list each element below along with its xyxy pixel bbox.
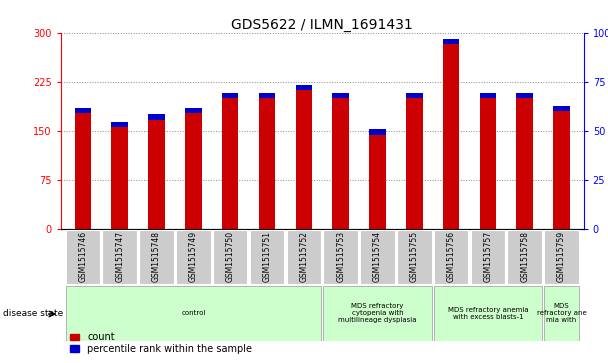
FancyBboxPatch shape (66, 230, 100, 284)
Bar (75, 108, 91, 229)
Text: GSM1515752: GSM1515752 (299, 231, 308, 282)
Bar (480, 93, 496, 229)
Bar (111, 122, 128, 127)
Text: disease state: disease state (3, 310, 63, 318)
Text: GSM1515748: GSM1515748 (152, 231, 161, 282)
Bar (259, 93, 275, 229)
Bar (516, 93, 533, 229)
Text: control: control (181, 310, 206, 316)
Bar (553, 106, 570, 111)
Text: GSM1515759: GSM1515759 (557, 231, 566, 282)
FancyBboxPatch shape (250, 230, 285, 284)
FancyBboxPatch shape (471, 230, 505, 284)
Text: GSM1515749: GSM1515749 (189, 231, 198, 282)
FancyBboxPatch shape (397, 230, 432, 284)
Bar (406, 93, 423, 229)
Text: GSM1515750: GSM1515750 (226, 231, 235, 282)
FancyBboxPatch shape (286, 230, 321, 284)
Text: GSM1515756: GSM1515756 (447, 231, 455, 282)
Bar (406, 93, 423, 98)
FancyBboxPatch shape (323, 230, 358, 284)
Bar (333, 93, 349, 98)
Legend: count, percentile rank within the sample: count, percentile rank within the sample (66, 329, 256, 358)
Bar (185, 108, 202, 113)
FancyBboxPatch shape (434, 230, 468, 284)
Bar (369, 129, 385, 229)
FancyBboxPatch shape (213, 230, 247, 284)
Bar (185, 108, 202, 229)
FancyBboxPatch shape (139, 230, 174, 284)
Bar (148, 114, 165, 119)
Text: GSM1515754: GSM1515754 (373, 231, 382, 282)
FancyBboxPatch shape (323, 286, 432, 340)
Bar (148, 114, 165, 229)
Text: GSM1515755: GSM1515755 (410, 231, 419, 282)
Bar (443, 38, 460, 44)
Bar (75, 108, 91, 113)
Title: GDS5622 / ILMN_1691431: GDS5622 / ILMN_1691431 (232, 18, 413, 32)
Text: GSM1515746: GSM1515746 (78, 231, 88, 282)
Bar (222, 93, 238, 229)
Text: MDS
refractory ane
mia with: MDS refractory ane mia with (537, 303, 587, 323)
FancyBboxPatch shape (66, 286, 321, 340)
Bar (295, 85, 312, 90)
Bar (222, 93, 238, 98)
Bar (295, 85, 312, 229)
Bar (333, 93, 349, 229)
FancyBboxPatch shape (544, 286, 579, 340)
FancyBboxPatch shape (544, 230, 579, 284)
Text: MDS refractory anemia
with excess blasts-1: MDS refractory anemia with excess blasts… (447, 307, 528, 319)
FancyBboxPatch shape (176, 230, 210, 284)
Bar (259, 93, 275, 98)
Text: MDS refractory
cytopenia with
multilineage dysplasia: MDS refractory cytopenia with multilinea… (338, 303, 416, 323)
FancyBboxPatch shape (508, 230, 542, 284)
Text: GSM1515758: GSM1515758 (520, 231, 529, 282)
Bar (443, 38, 460, 229)
Bar (516, 93, 533, 98)
Bar (553, 106, 570, 229)
FancyBboxPatch shape (102, 230, 137, 284)
Bar (369, 129, 385, 135)
Bar (111, 122, 128, 229)
Bar (480, 93, 496, 98)
Text: GSM1515751: GSM1515751 (263, 231, 272, 282)
FancyBboxPatch shape (360, 230, 395, 284)
Text: GSM1515753: GSM1515753 (336, 231, 345, 282)
Text: GSM1515747: GSM1515747 (116, 231, 124, 282)
FancyBboxPatch shape (434, 286, 542, 340)
Text: GSM1515757: GSM1515757 (483, 231, 492, 282)
